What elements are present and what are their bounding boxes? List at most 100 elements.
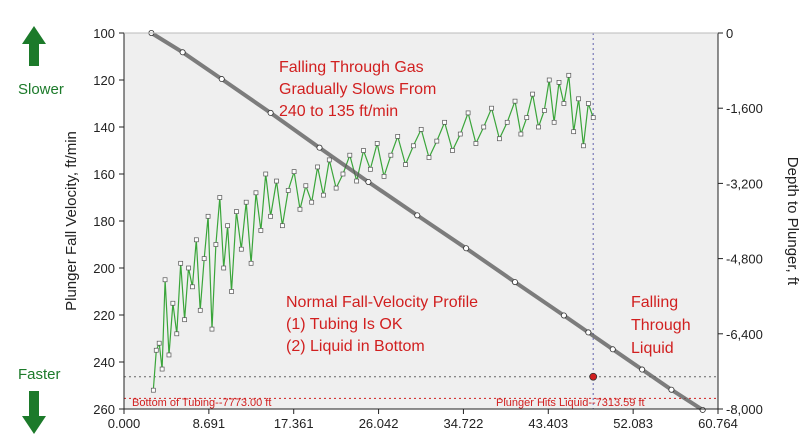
velocity-point <box>426 155 432 160</box>
depth-point <box>512 279 519 286</box>
velocity-point <box>504 119 510 125</box>
velocity-point <box>374 141 380 146</box>
y2-tick-label: -6,400 <box>726 327 763 342</box>
y2-axis-label: Depth to Plunger, ft <box>784 157 800 286</box>
velocity-point <box>221 265 227 271</box>
depth-point <box>365 178 372 185</box>
velocity-point <box>340 171 346 177</box>
depth-point <box>585 329 592 336</box>
velocity-point <box>253 190 259 196</box>
velocity-point <box>367 166 373 172</box>
y-tick-label: 180 <box>93 214 115 229</box>
velocity-point <box>450 148 455 153</box>
velocity-point <box>473 141 479 146</box>
depth-point <box>668 386 675 393</box>
y-tick-label: 200 <box>93 261 115 276</box>
x-tick-label: 43.403 <box>528 416 568 431</box>
velocity-line <box>152 75 594 391</box>
velocity-point <box>166 352 172 358</box>
velocity-point <box>321 192 326 198</box>
velocity-point <box>524 115 530 120</box>
velocity-point <box>442 119 447 125</box>
annotation-gas-line-1: Falling Through Gas <box>279 59 424 76</box>
velocity-point <box>205 213 211 219</box>
depth-point <box>560 312 567 319</box>
y-axis-label: Plunger Fall Velocity, ft/min <box>63 131 80 311</box>
velocity-point <box>530 91 535 97</box>
velocity-point <box>258 228 264 233</box>
velocity-point <box>229 289 234 294</box>
velocity-point <box>209 326 215 332</box>
velocity-point <box>590 115 596 120</box>
velocity-point <box>326 157 332 163</box>
velocity-point <box>512 98 518 104</box>
velocity-point <box>361 148 366 153</box>
velocity-point <box>285 188 291 193</box>
x-tick-label: 52.083 <box>613 416 653 431</box>
plot-area <box>124 33 718 409</box>
arrow-down-icon <box>22 391 46 434</box>
annotation-liquid: Falling Through Liquid <box>631 294 691 357</box>
velocity-point <box>193 237 199 243</box>
velocity-point <box>395 134 401 139</box>
x-tick-label: 8.691 <box>193 416 226 431</box>
velocity-point <box>159 366 165 372</box>
velocity-point <box>465 110 471 116</box>
slower-label: Slower <box>18 81 64 98</box>
velocity-point <box>566 72 572 78</box>
velocity-point <box>581 143 586 149</box>
velocity-point <box>481 124 487 130</box>
bottom-of-tubing-label: Bottom of Tubing--7773.00 ft <box>132 397 271 409</box>
velocity-point <box>234 209 239 214</box>
depth-point <box>699 406 706 413</box>
annotation-liquid-line-2: Through <box>631 317 691 334</box>
depth-point <box>639 366 646 373</box>
x-tick-label: 34.722 <box>444 416 484 431</box>
velocity-point <box>225 223 230 229</box>
velocity-point <box>561 101 567 106</box>
velocity-point <box>541 108 547 113</box>
faster-label: Faster <box>18 366 61 383</box>
depth-point <box>179 49 186 56</box>
velocity-point <box>309 199 315 205</box>
y2-tick-label: -3,200 <box>726 176 763 191</box>
velocity-point <box>243 199 249 205</box>
arrow-up-icon <box>22 26 46 66</box>
velocity-point <box>280 223 285 229</box>
y-tick-label: 240 <box>93 355 115 370</box>
velocity-point <box>182 317 187 323</box>
y2-tick-label: -1,600 <box>726 101 763 116</box>
velocity-point <box>268 213 273 219</box>
annotation-normal-line-3: (2) Liquid in Bottom <box>286 338 425 355</box>
depth-point <box>316 144 323 151</box>
velocity-point <box>347 152 353 158</box>
depth-point <box>463 245 470 252</box>
depth-point <box>267 109 274 116</box>
x-tick-label: 60.764 <box>698 416 738 431</box>
annotation-normal-profile: Normal Fall-Velocity Profile (1) Tubing … <box>286 294 478 355</box>
velocity-point <box>551 119 557 125</box>
plunger-hits-liquid-label: Plunger Hits Liquid--7313.59 ft <box>496 397 645 409</box>
velocity-point <box>518 131 524 137</box>
velocity-point <box>156 340 162 346</box>
velocity-point <box>457 131 463 137</box>
velocity-point <box>381 174 387 179</box>
annotation-gas-line-2: Gradually Slows From <box>279 81 436 98</box>
annotation-gas-line-3: 240 to 135 ft/min <box>279 103 398 120</box>
velocity-point <box>150 387 156 393</box>
velocity-point <box>291 169 297 174</box>
y-tick-label: 140 <box>93 120 115 135</box>
y2-tick-label: -8,000 <box>726 402 763 417</box>
velocity-point <box>263 171 269 177</box>
y2-tick-label: 0 <box>726 26 733 41</box>
velocity-point <box>274 178 279 184</box>
velocity-point <box>333 185 339 191</box>
velocity-point <box>434 138 440 144</box>
y-tick-label: 160 <box>93 167 115 182</box>
velocity-point <box>217 195 223 200</box>
velocity-point <box>213 242 219 247</box>
annotation-normal-line-1: Normal Fall-Velocity Profile <box>286 294 478 311</box>
annotation-liquid-line-1: Falling <box>631 294 678 311</box>
velocity-point <box>571 129 577 135</box>
